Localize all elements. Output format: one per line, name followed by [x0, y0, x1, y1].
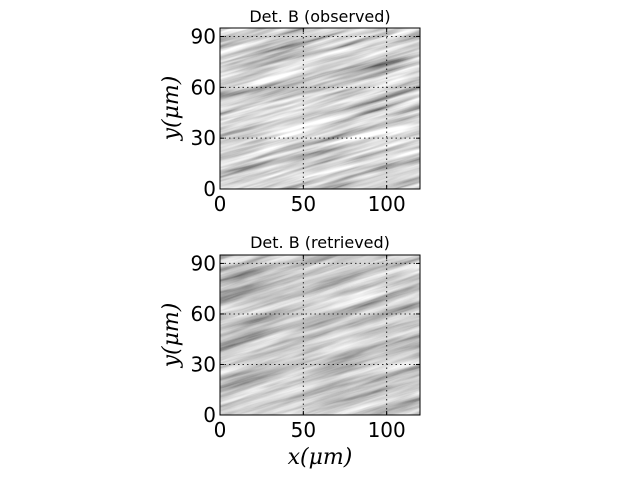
y-tick-label: 0	[203, 403, 216, 427]
y-tick-label: 90	[191, 24, 216, 48]
grid-lines	[220, 255, 420, 415]
y-axis-label: y(μm)	[159, 303, 184, 369]
plot-frame	[219, 27, 421, 190]
plot-frame	[219, 254, 421, 416]
panel-observed: Det. B (observed) y(μm) 0 50 100 0 30 60 90	[159, 7, 421, 216]
y-tick-label: 60	[191, 302, 216, 326]
x-ticks: 0 50 100	[214, 28, 406, 216]
y-tick-label: 90	[191, 251, 216, 275]
x-tick-label: 50	[291, 418, 316, 442]
grid-lines	[220, 28, 420, 189]
heatmap-image-observed	[220, 28, 420, 189]
x-tick-label: 50	[291, 192, 316, 216]
y-ticks: 0 30 60 90	[191, 24, 420, 201]
heatmap-image-retrieved	[220, 255, 420, 415]
x-tick-label: 100	[368, 418, 406, 442]
x-tick-label: 100	[368, 192, 406, 216]
y-tick-label: 0	[203, 177, 216, 201]
y-tick-label: 30	[191, 352, 216, 376]
y-ticks: 0 30 60 90	[191, 251, 420, 427]
x-tick-label: 0	[214, 418, 227, 442]
y-tick-label: 60	[191, 75, 216, 99]
chart-title: Det. B (observed)	[249, 7, 390, 26]
x-axis-label: x(μm)	[288, 445, 353, 470]
panel-retrieved: Det. B (retrieved) y(μm) x(μm) 0 50 100 0 3…	[159, 233, 421, 470]
x-ticks: 0 50 100	[214, 255, 406, 442]
x-tick-label: 0	[214, 192, 227, 216]
y-axis-label: y(μm)	[159, 76, 184, 142]
chart-title: Det. B (retrieved)	[250, 233, 390, 252]
y-tick-label: 30	[191, 126, 216, 150]
